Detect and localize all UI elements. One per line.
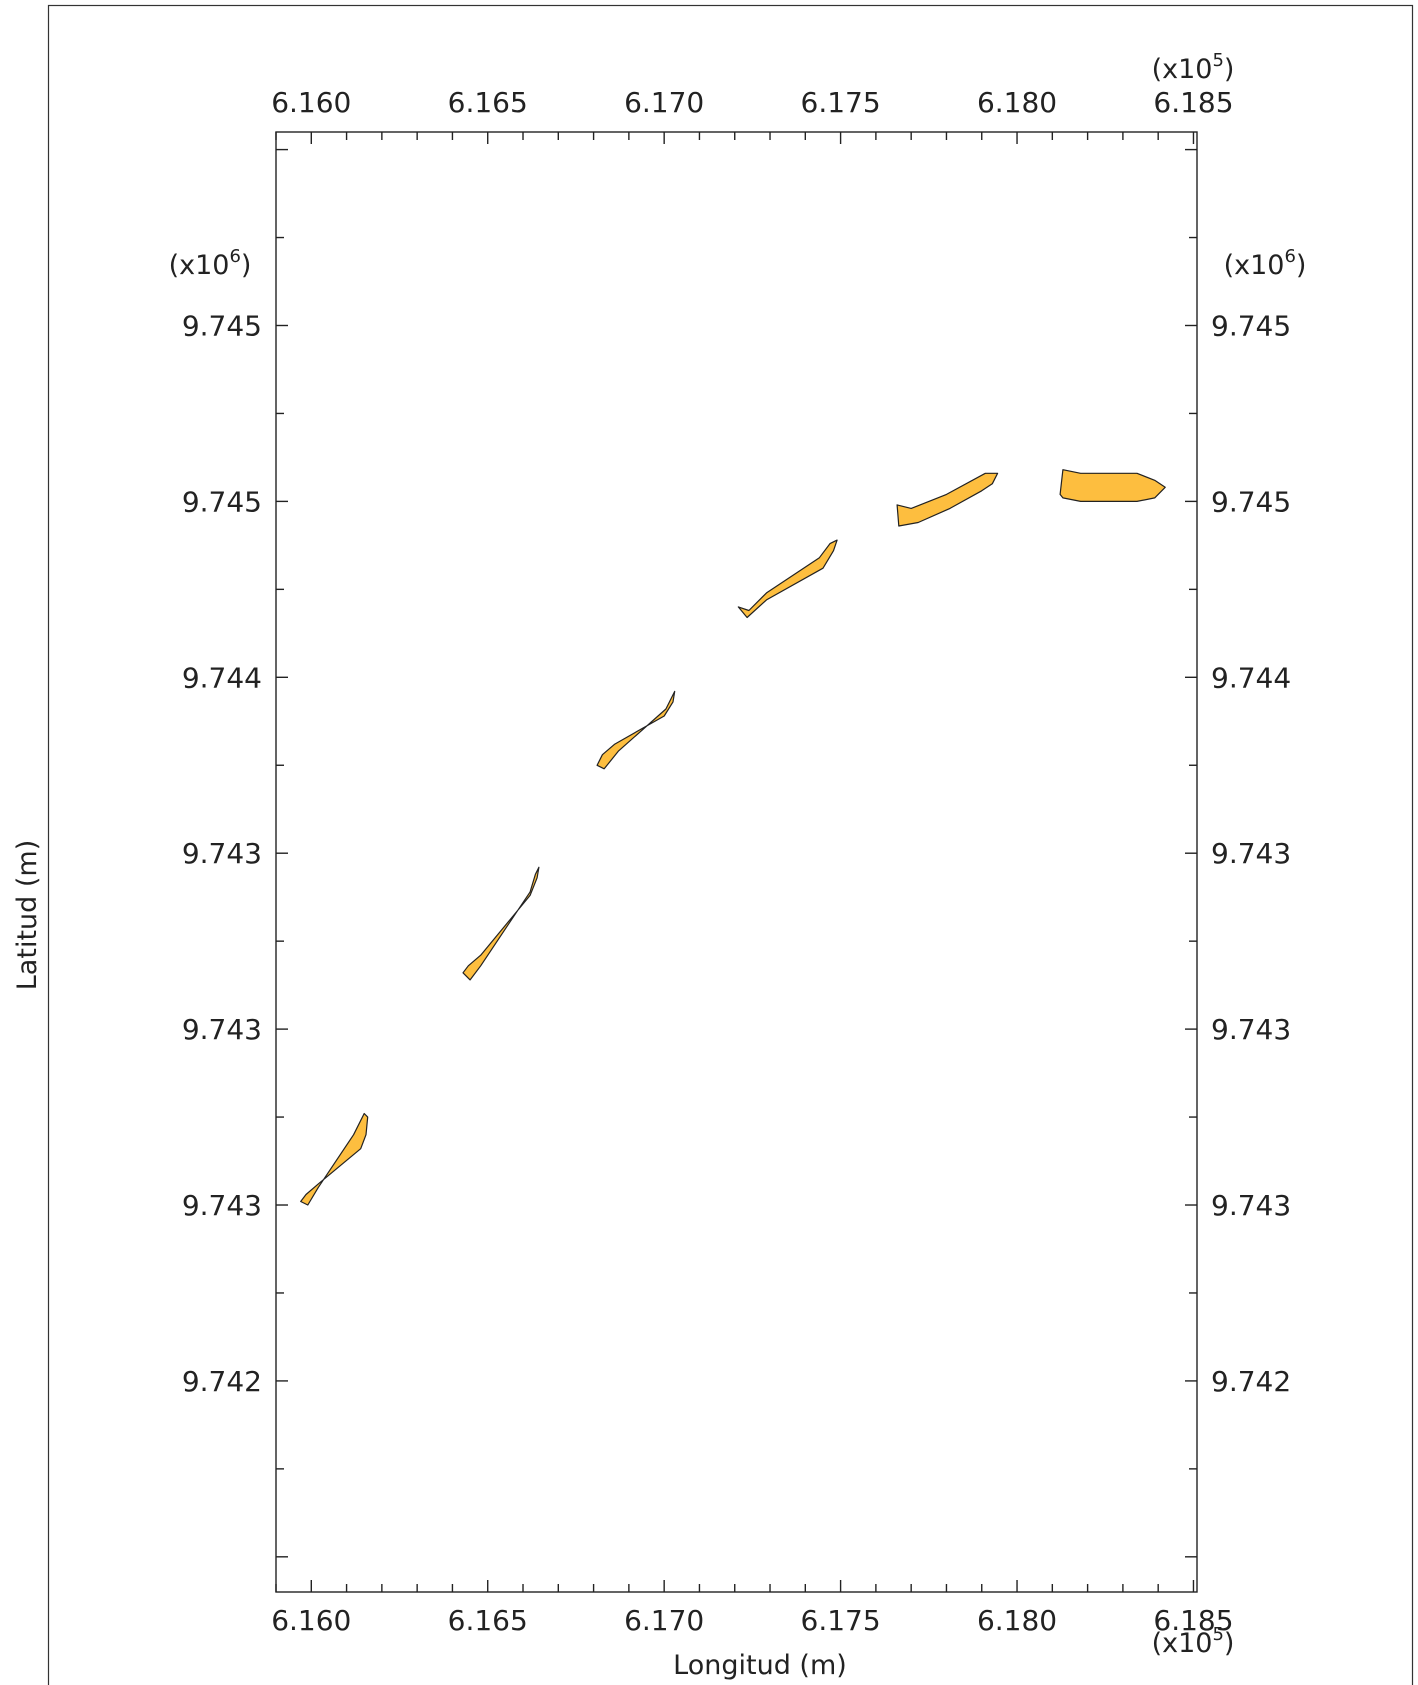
x-tick-label-top: 6.170 [624,86,704,119]
segments-layer [300,469,1166,1206]
x-tick-label-top: 6.185 [1153,86,1233,119]
x-tick-label-bottom: 6.185 [1153,1604,1233,1637]
data-segment [300,1112,369,1206]
x-multiplier-top: (x105) [1152,50,1235,85]
y-tick-label-right: 9.743 [1211,1013,1291,1046]
y-tick-label-right: 9.745 [1211,309,1291,342]
figure-frame [47,4,1414,1685]
y-tick-label-left: 9.743 [182,837,262,870]
y-multiplier-left: (x106) [169,246,252,281]
y-tick-label-right: 9.744 [1211,661,1291,694]
x-tick-label-top: 6.165 [448,86,528,119]
x-axis-title: Longitud (m) [673,1650,847,1681]
data-segment [462,866,540,981]
x-tick-label-top: 6.175 [801,86,881,119]
x-tick-label-bottom: 6.170 [624,1604,704,1637]
data-segment [1059,469,1166,502]
data-segment [896,472,999,527]
y-tick-label-right: 9.742 [1211,1365,1291,1398]
data-segment [596,690,676,770]
y-tick-label-left: 9.744 [182,661,262,694]
y-tick-label-left: 9.743 [182,1189,262,1222]
x-tick-label-bottom: 6.160 [271,1604,351,1637]
x-tick-label-bottom: 6.180 [977,1604,1057,1637]
x-tick-label-bottom: 6.175 [801,1604,881,1637]
ticks-layer [275,132,1197,1592]
plot-border [275,131,1198,1593]
y-axis-title: Latitud (m) [12,840,43,990]
labels-layer: 6.160 6.160 6.165 6.165 6.170 6.170 6.175 6.175… [182,86,1291,1637]
y-tick-label-left: 9.745 [182,309,262,342]
y-tick-label-right: 9.743 [1211,837,1291,870]
y-tick-label-left: 9.742 [182,1365,262,1398]
x-tick-label-bottom: 6.165 [448,1604,528,1637]
y-tick-label-right: 9.743 [1211,1189,1291,1222]
data-segment [737,539,838,619]
x-tick-label-top: 6.180 [977,86,1057,119]
plot-area [275,131,1198,1593]
x-multiplier-bottom: (x105) [1152,1624,1235,1659]
y-tick-label-right: 9.745 [1211,485,1291,518]
y-tick-label-left: 9.743 [182,1013,262,1046]
x-tick-label-top: 6.160 [271,86,351,119]
y-tick-label-left: 9.745 [182,485,262,518]
y-multiplier-right: (x106) [1224,246,1307,281]
